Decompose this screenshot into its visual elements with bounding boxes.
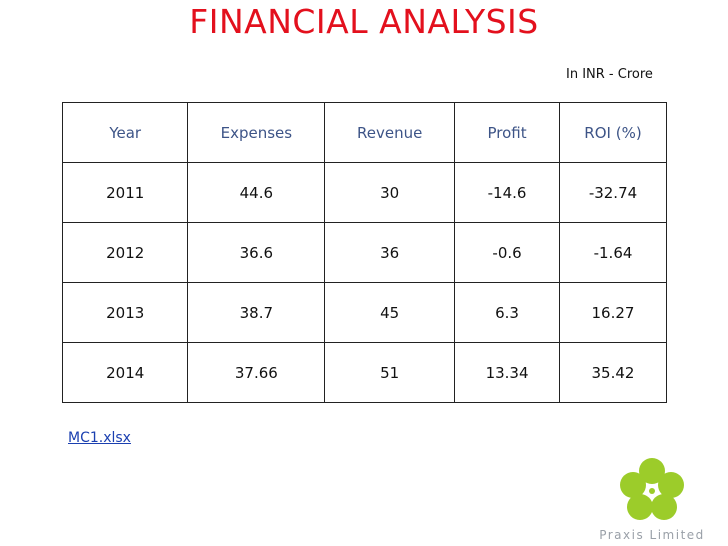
data-cell: -32.74	[559, 162, 667, 223]
data-row: 2012 36.6 36 -0.6 -1.64	[61, 222, 667, 283]
data-row: 2011 44.6 30 -14.6 -32.74	[61, 162, 667, 223]
header-cell: Profit	[454, 102, 560, 163]
data-cell: 38.7	[187, 282, 326, 343]
data-cell: 6.3	[454, 282, 560, 343]
data-cell: 13.34	[454, 342, 560, 403]
financial-table: Year Expenses Revenue Profit ROI (%) 2011 44.6…	[61, 102, 667, 403]
data-cell: 51	[324, 342, 456, 403]
data-cell: 44.6	[187, 162, 326, 223]
data-cell: 16.27	[559, 282, 667, 343]
data-cell: 45	[324, 282, 456, 343]
data-cell: 30	[324, 162, 456, 223]
data-cell: 36.6	[187, 222, 326, 283]
header-cell: Year	[61, 102, 189, 163]
slide-title: FINANCIAL ANALYSIS	[189, 2, 539, 41]
data-cell: 35.42	[559, 342, 667, 403]
data-row: 2014 37.66 51 13.34 35.42	[61, 342, 667, 403]
header-row: Year Expenses Revenue Profit ROI (%)	[61, 102, 667, 163]
unit-note: In INR - Crore	[566, 67, 653, 82]
data-row: 2013 38.7 45 6.3 16.27	[61, 282, 667, 343]
header-cell: ROI (%)	[559, 102, 667, 163]
data-cell: -14.6	[454, 162, 560, 223]
header-cell: Expenses	[187, 102, 326, 163]
header-cell: Revenue	[324, 102, 456, 163]
logo: Praxis Limited	[599, 458, 705, 542]
data-cell: -0.6	[454, 222, 560, 283]
data-cell: -1.64	[559, 222, 667, 283]
logo-text: Praxis Limited	[599, 528, 705, 542]
file-link[interactable]: MC1.xlsx	[68, 430, 131, 446]
data-cell: 2014	[61, 342, 189, 403]
data-cell: 2013	[61, 282, 189, 343]
data-cell: 2012	[61, 222, 189, 283]
data-cell: 37.66	[187, 342, 326, 403]
data-cell: 2011	[61, 162, 189, 223]
data-cell: 36	[324, 222, 456, 283]
